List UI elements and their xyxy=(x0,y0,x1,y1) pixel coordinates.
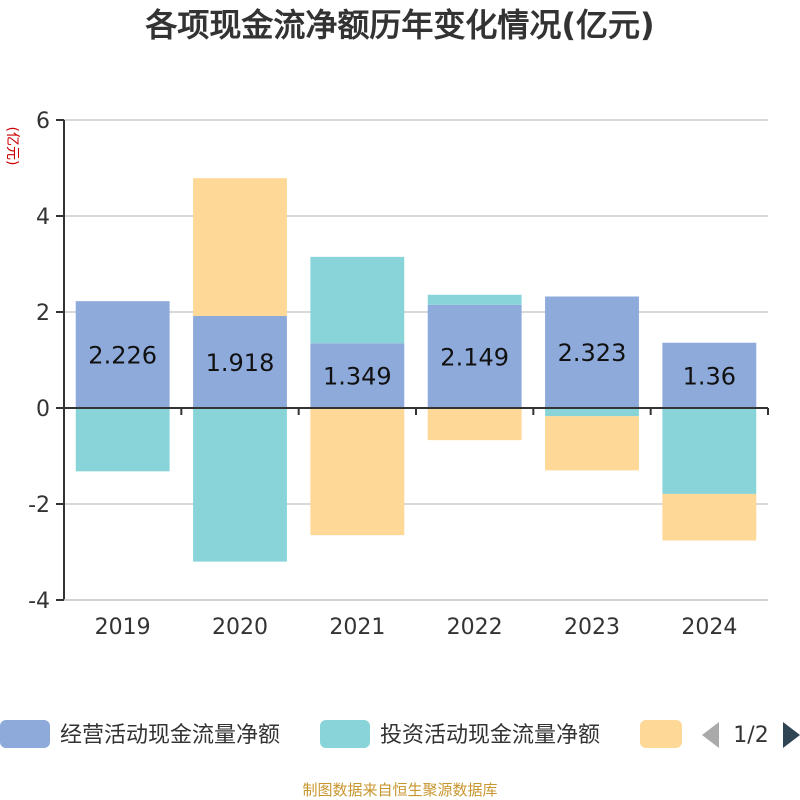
data-label-2022: 2.149 xyxy=(440,343,509,371)
chart-title: 各项现金流净额历年变化情况(亿元) xyxy=(145,6,654,44)
bar-series0-2023[interactable] xyxy=(545,296,639,408)
y-tick-label: -4 xyxy=(28,589,50,614)
legend: 经营活动现金流量净额 投资活动现金流量净额 1/2 xyxy=(0,720,800,748)
bar-series2-2020[interactable] xyxy=(193,178,287,316)
y-tick-label: 6 xyxy=(36,109,50,134)
bar-series0-2021[interactable] xyxy=(310,343,405,408)
triangle-right-icon[interactable] xyxy=(783,722,800,748)
bar-series1-2024[interactable] xyxy=(662,408,757,494)
x-tick-label: 2023 xyxy=(564,615,620,640)
y-tick-label: 2 xyxy=(36,301,50,326)
bar-series1-2020[interactable] xyxy=(193,408,287,562)
legend-label-operating[interactable]: 经营活动现金流量净额 xyxy=(60,723,280,748)
data-label-2020: 1.918 xyxy=(206,349,275,377)
data-labels-layer: 2.226 1.918 1.349 2.149 2.323 1.36 xyxy=(88,339,736,390)
data-label-2023: 2.323 xyxy=(558,339,627,367)
x-tick-label: 2021 xyxy=(329,615,385,640)
axes-layer: -4 -2 0 2 4 6 2019 2020 2021 2022 2023 2024 xyxy=(28,109,769,640)
x-tick-label: 2020 xyxy=(212,615,268,640)
legend-label-investing[interactable]: 投资活动现金流量净额 xyxy=(380,723,600,748)
data-label-2024: 1.36 xyxy=(683,362,736,390)
x-tick-label: 2022 xyxy=(447,615,503,640)
data-label-2021: 1.349 xyxy=(323,363,392,391)
data-label-2019: 2.226 xyxy=(88,342,157,370)
y-tick-label: 4 xyxy=(36,205,50,230)
bar-series2-2024[interactable] xyxy=(662,493,757,541)
legend-swatch-investing[interactable] xyxy=(320,720,370,748)
bar-series2-2022[interactable] xyxy=(427,408,522,441)
x-tick-label: 2019 xyxy=(95,615,151,640)
bar-series0-2020[interactable] xyxy=(193,315,287,408)
legend-page-indicator: 1/2 xyxy=(733,723,768,748)
bar-series0-2022[interactable] xyxy=(427,304,522,408)
bar-series0-2024[interactable] xyxy=(662,342,757,408)
bar-series1-2022[interactable] xyxy=(427,294,522,305)
bars-layer xyxy=(75,178,757,562)
y-tick-label: -2 xyxy=(28,493,50,518)
bar-series2-2021[interactable] xyxy=(310,408,405,536)
bar-series1-2023[interactable] xyxy=(545,408,639,417)
bar-series1-2021[interactable] xyxy=(310,256,405,344)
y-tick-label: 0 xyxy=(36,397,50,422)
triangle-left-icon[interactable] xyxy=(702,722,719,748)
source-footer: 制图数据来自恒生聚源数据库 xyxy=(302,781,497,799)
bar-series2-2023[interactable] xyxy=(545,416,639,471)
y-axis-label: (亿元) xyxy=(4,127,20,166)
bar-series0-2019[interactable] xyxy=(75,301,170,408)
x-tick-label: 2024 xyxy=(681,615,737,640)
legend-swatch-operating[interactable] xyxy=(0,720,50,748)
bar-series1-2019[interactable] xyxy=(75,408,170,472)
legend-swatch-financing[interactable] xyxy=(640,720,682,748)
